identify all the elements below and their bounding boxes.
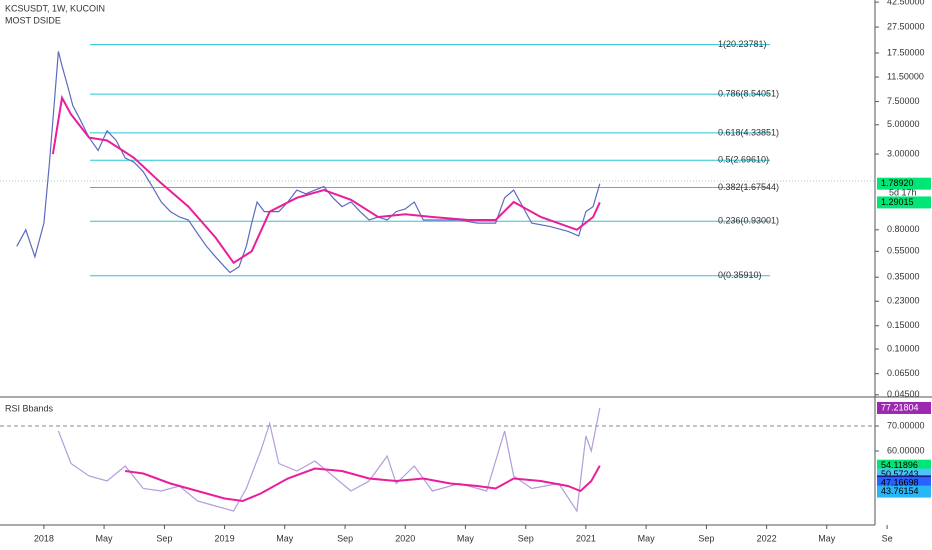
indicator-name: MOST DSIDE: [5, 15, 61, 25]
fib-label: 0.5(2.69610): [718, 155, 769, 165]
price-label: 43.76154: [881, 486, 919, 496]
rsi-title: RSI Bbands: [5, 403, 54, 413]
series-line: [51, 94, 601, 265]
x-tick-label: May: [276, 533, 294, 543]
x-tick-label: May: [457, 533, 475, 543]
y-tick-label: 60.00000: [887, 445, 925, 455]
y-tick-label: 7.50000: [887, 96, 920, 106]
series-line: [16, 51, 601, 274]
chart-title: KCSUSDT, 1W, KUCOIN: [5, 3, 105, 13]
x-tick-label: Sep: [337, 533, 353, 543]
series-line: [125, 465, 601, 503]
x-tick-label: 2022: [757, 533, 777, 543]
y-tick-label: 70.00000: [887, 420, 925, 430]
price-label-bg: [877, 401, 931, 414]
x-tick-label: 2019: [215, 533, 235, 543]
price-label: 1.29015: [881, 197, 914, 207]
y-tick-label: 42.50000: [887, 0, 925, 6]
fib-label: 0.382(1.67544): [718, 182, 779, 192]
price-label: 77.21804: [881, 402, 919, 412]
y-tick-label: 0.55000: [887, 246, 920, 256]
fib-label: 0.236(0.93001): [718, 216, 779, 226]
y-tick-label: 11.50000: [887, 71, 924, 81]
fib-label: 1(20.23781): [718, 39, 767, 49]
fib-label: 0.786(8.54051): [718, 88, 779, 98]
y-tick-label: 5.00000: [887, 119, 920, 129]
price-label: 1.78920: [881, 178, 914, 188]
x-tick-label: Se: [882, 533, 893, 543]
price-label-bg: [877, 196, 931, 209]
y-tick-label: 0.35000: [887, 272, 920, 282]
x-tick-label: 2021: [576, 533, 596, 543]
fib-label: 0(0.35910): [718, 270, 762, 280]
y-tick-label: 17.50000: [887, 47, 925, 57]
countdown: 5d 17h: [889, 187, 917, 197]
y-tick-label: 0.23000: [887, 296, 920, 306]
x-tick-label: Sep: [698, 533, 714, 543]
y-tick-label: 27.50000: [887, 21, 925, 31]
y-tick-label: 3.00000: [887, 148, 920, 158]
y-tick-label: 0.10000: [887, 343, 920, 353]
y-tick-label: 0.80000: [887, 224, 920, 234]
x-tick-label: May: [818, 533, 836, 543]
x-tick-label: May: [96, 533, 114, 543]
price-label: 47.16698: [881, 477, 919, 487]
fib-label: 0.618(4.33851): [718, 127, 779, 137]
y-tick-label: 0.15000: [887, 320, 920, 330]
price-label-bg: [877, 485, 931, 498]
price-label-bg: [877, 177, 931, 190]
x-tick-label: Sep: [518, 533, 534, 543]
price-label: 50.57243: [881, 469, 919, 479]
x-tick-label: 2020: [395, 533, 415, 543]
y-tick-label: 0.06500: [887, 368, 920, 378]
x-tick-label: May: [638, 533, 656, 543]
x-tick-label: 2018: [34, 533, 54, 543]
y-tick-label: 0.04500: [887, 389, 920, 399]
price-label: 54.11896: [881, 460, 918, 470]
x-tick-label: Sep: [156, 533, 172, 543]
